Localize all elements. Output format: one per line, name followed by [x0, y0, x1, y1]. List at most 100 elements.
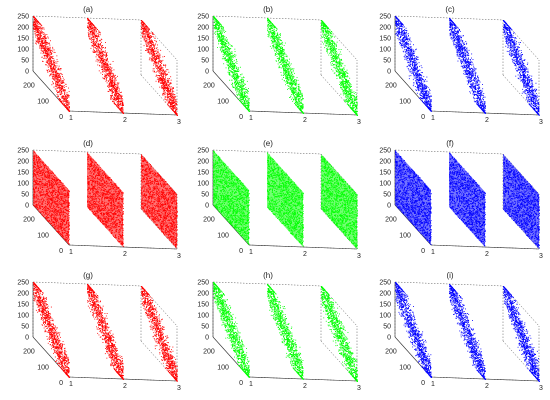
data-point [163, 86, 164, 87]
data-point [98, 61, 99, 62]
data-point [159, 81, 160, 82]
data-point [119, 89, 120, 90]
data-point [150, 54, 151, 55]
data-point [101, 42, 102, 43]
data-point [64, 104, 65, 105]
data-point [50, 40, 51, 41]
data-point [175, 97, 176, 98]
data-point [142, 35, 143, 36]
data-point [110, 85, 111, 86]
data-point [64, 79, 65, 80]
data-point [147, 42, 148, 43]
data-point [169, 94, 170, 95]
data-point [112, 91, 113, 92]
data-point [39, 23, 40, 24]
data-point [158, 58, 159, 59]
data-point [51, 65, 52, 66]
data-point [38, 32, 39, 33]
data-point [151, 58, 152, 59]
data-point [170, 93, 171, 94]
data-point [105, 57, 106, 58]
data-point [122, 98, 123, 99]
data-point [167, 80, 168, 81]
data-point [143, 34, 144, 35]
data-point [175, 104, 176, 105]
data-point [93, 43, 94, 44]
data-point [165, 94, 166, 95]
data-point [43, 61, 44, 62]
data-point [51, 54, 52, 55]
data-point [100, 45, 101, 46]
data-point [114, 78, 115, 79]
data-point [43, 58, 44, 59]
data-point [49, 70, 50, 71]
data-point [176, 107, 177, 108]
data-point [113, 92, 114, 93]
data-point [41, 28, 42, 29]
data-point [94, 26, 95, 27]
data-point [162, 76, 163, 77]
data-point [46, 62, 47, 63]
data-point [168, 80, 169, 81]
data-point [102, 74, 103, 75]
data-point [115, 90, 116, 91]
data-point [146, 41, 147, 42]
data-point [165, 102, 166, 103]
data-point [54, 50, 55, 51]
data-point [159, 54, 160, 55]
data-point [150, 37, 151, 38]
data-point [122, 107, 123, 108]
data-point [159, 79, 160, 80]
data-point [148, 43, 149, 44]
data-point [108, 75, 109, 76]
data-point [49, 45, 50, 46]
data-point [143, 22, 144, 23]
data-point [99, 57, 100, 58]
data-point [65, 99, 66, 100]
data-point [39, 30, 40, 31]
data-point [152, 52, 153, 53]
data-point [154, 68, 155, 69]
data-point [166, 80, 167, 81]
data-point [52, 70, 53, 71]
data-point [106, 54, 107, 55]
data-point [116, 91, 117, 92]
data-point [171, 97, 172, 98]
data-point [99, 65, 100, 66]
data-point [37, 35, 38, 36]
data-point [111, 72, 112, 73]
data-point [105, 59, 106, 60]
data-point [67, 104, 68, 105]
data-point [55, 73, 56, 74]
data-point [174, 105, 175, 106]
data-point [53, 68, 54, 69]
data-point [43, 53, 44, 54]
data-point [67, 102, 68, 103]
data-point [99, 50, 100, 51]
data-point [91, 25, 92, 26]
data-point [152, 49, 153, 50]
data-point [40, 31, 41, 32]
data-point [111, 98, 112, 99]
data-point [121, 98, 122, 99]
data-point [39, 42, 40, 43]
data-point [56, 81, 57, 82]
data-point [102, 69, 103, 70]
data-point [50, 74, 51, 75]
data-point [99, 46, 100, 47]
data-point [150, 33, 151, 34]
data-point [114, 94, 115, 95]
data-point [40, 48, 41, 49]
data-point [108, 61, 109, 62]
data-point [154, 55, 155, 56]
data-point [144, 29, 145, 30]
data-point [111, 73, 112, 74]
data-point [150, 43, 151, 44]
data-point [100, 40, 101, 41]
data-point [107, 60, 108, 61]
data-point [175, 111, 176, 112]
data-point [63, 98, 64, 99]
data-point [154, 34, 155, 35]
data-point [157, 68, 158, 69]
data-point [43, 43, 44, 44]
